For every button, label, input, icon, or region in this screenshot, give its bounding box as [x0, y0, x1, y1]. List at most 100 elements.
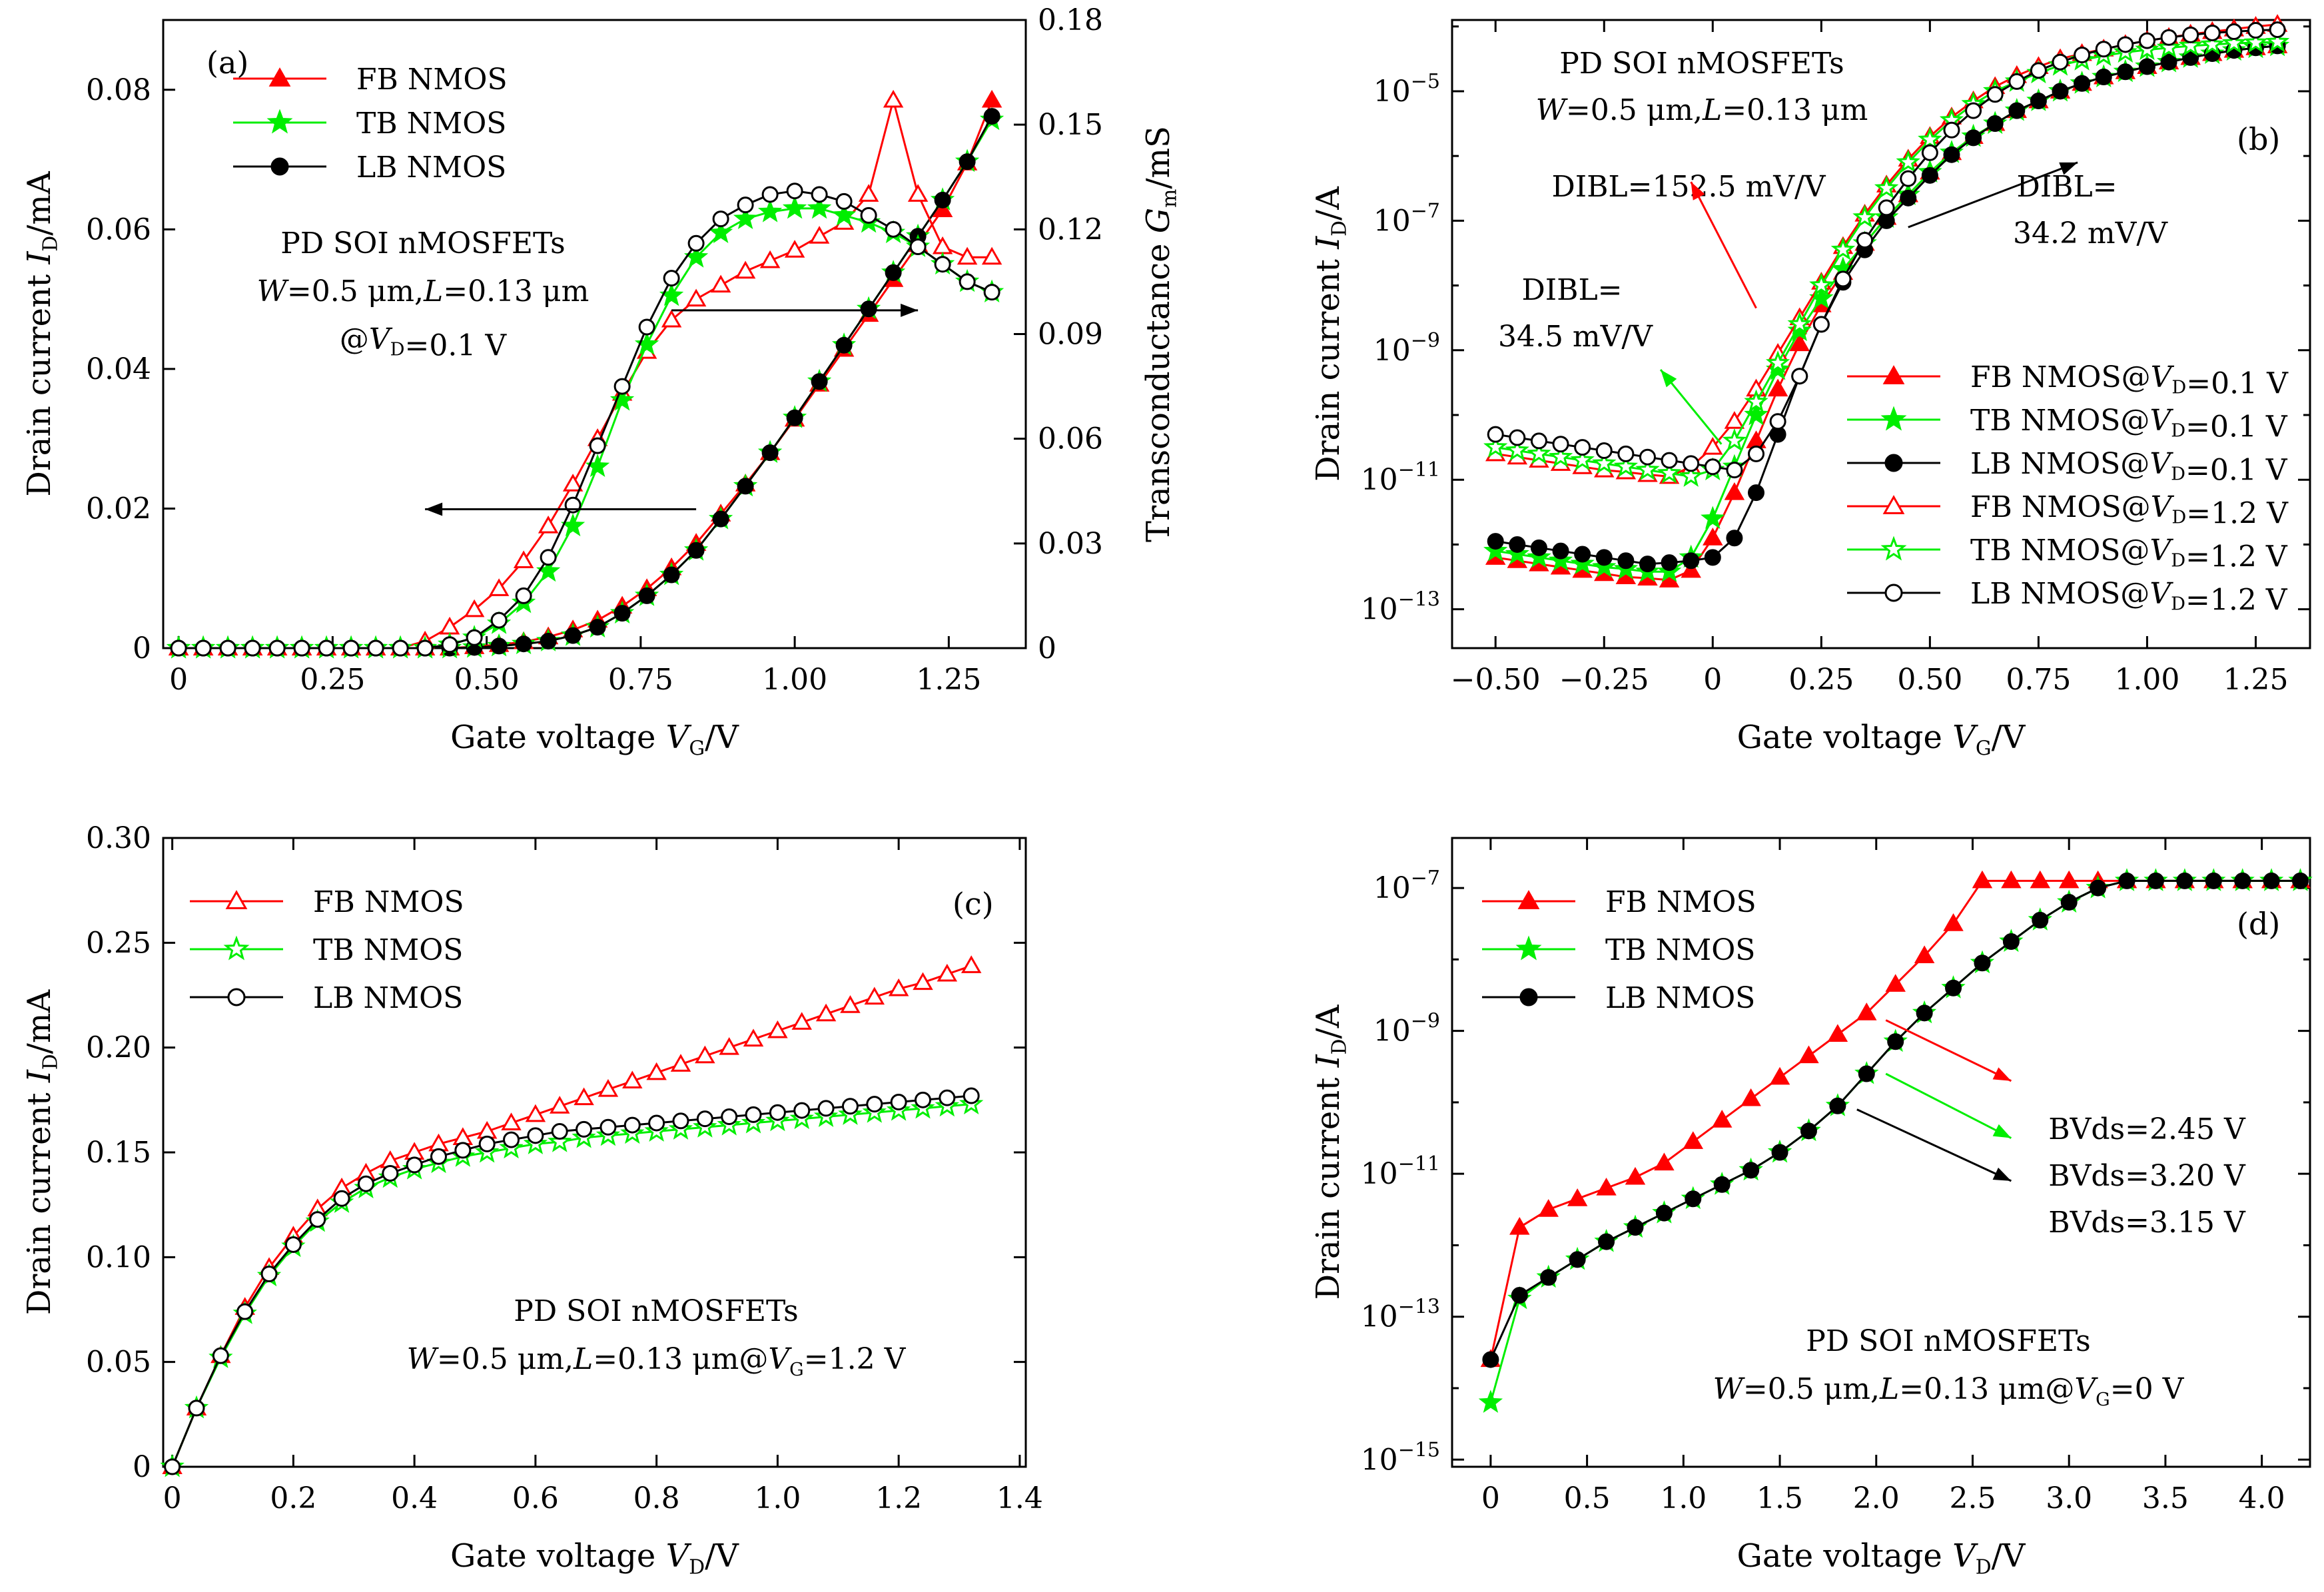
x-tick-label: −0.25 [1559, 663, 1649, 697]
data-point [1916, 1004, 1933, 1022]
data-point [1878, 199, 1895, 216]
data-point [1856, 1002, 1877, 1020]
data-point [1567, 1188, 1588, 1206]
data-point [712, 210, 729, 228]
annotation-text: W=0.5 μm,L=0.13 μm@VG=1.2 V [407, 1342, 907, 1380]
y-tick-label: 10−13 [1361, 588, 1440, 627]
data-point [761, 444, 779, 462]
arrow-fb [1690, 181, 1757, 309]
annotation-text: BVds=3.20 V [2048, 1159, 2246, 1193]
data-point [2263, 872, 2280, 889]
data-point [2008, 73, 2026, 90]
y-tick-label: 10−9 [1373, 1010, 1440, 1048]
annotation-text: DIBL=152.5 mV/V [1551, 170, 1826, 204]
y-tick-label: 0.08 [86, 73, 151, 107]
legend-marker [1515, 935, 1542, 961]
data-point [807, 195, 832, 219]
x-tick-label: 0.75 [608, 663, 673, 697]
data-point [1703, 436, 1723, 455]
data-point [2008, 102, 2026, 119]
legend-marker [1882, 365, 1905, 384]
data-point [1896, 149, 1920, 173]
data-point [883, 89, 904, 108]
data-point [589, 619, 606, 636]
data-point [670, 1054, 691, 1072]
legend-label: TB NMOS@VD=1.2 V [1970, 534, 2288, 574]
data-point [1478, 1390, 1503, 1413]
y2-axis-label: Transconductance Gm/mS [1140, 126, 1182, 542]
data-point [743, 1028, 764, 1047]
data-point [1552, 542, 1569, 560]
annotation-text: PD SOI nMOSFETs [514, 1294, 798, 1328]
data-point [745, 1106, 762, 1123]
data-point [890, 1093, 907, 1110]
data-point [759, 250, 781, 268]
data-point [260, 1266, 278, 1283]
data-point [1595, 442, 1613, 459]
data-point [548, 1129, 572, 1152]
data-point [2030, 62, 2047, 79]
data-point [1748, 484, 1765, 502]
data-point [757, 199, 783, 222]
data-point [1744, 389, 1768, 413]
y-tick-label: 10−5 [1373, 70, 1440, 109]
data-point [550, 1096, 570, 1114]
data-point [2243, 29, 2268, 53]
data-point [2269, 21, 2286, 39]
data-point [515, 635, 532, 653]
data-point [663, 270, 680, 287]
data-point [1538, 1199, 1559, 1217]
data-point [784, 240, 805, 258]
data-point [333, 1190, 350, 1207]
data-point [1627, 1219, 1644, 1236]
legend-label: LB NMOS@VD=0.1 V [1970, 447, 2288, 488]
x-tick-label: 2.5 [1949, 1481, 1996, 1515]
legend-label: FB NMOS@VD=1.2 V [1970, 490, 2289, 531]
y-axis-label: Drain current ID/A [1310, 1004, 1352, 1300]
data-point [1943, 146, 1960, 163]
x-tick-label: 1.0 [1660, 1481, 1707, 1515]
data-point [406, 1156, 423, 1174]
data-point [318, 639, 335, 657]
data-point [1683, 455, 1700, 472]
data-point [2160, 29, 2177, 46]
data-point [441, 636, 458, 653]
data-point [2117, 63, 2134, 81]
data-point [634, 332, 659, 355]
data-point [2265, 29, 2290, 53]
data-point [170, 639, 187, 657]
annotation-text: PD SOI nMOSFETs [1806, 1324, 2090, 1358]
plot-frame [1451, 19, 2311, 649]
data-point [466, 629, 483, 646]
data-point [737, 197, 754, 214]
data-point [613, 378, 631, 395]
data-point [710, 274, 731, 293]
data-point [791, 1012, 812, 1030]
data-point [961, 955, 982, 973]
chart-panel-a: 0 0.25 0.50 0.75 1.00 1.25 0 0.02 0.04 0.06 0.08 0 0… [21, 3, 1182, 761]
data-point [687, 234, 705, 252]
arrow-lb-head [2059, 162, 2078, 175]
y-tick-label: 0.30 [86, 821, 151, 855]
data-point [915, 1091, 932, 1108]
data-point [2052, 83, 2069, 100]
data-point [1827, 1024, 1848, 1042]
data-point [1765, 350, 1790, 374]
data-point [638, 318, 655, 336]
data-point [1704, 458, 1721, 476]
data-point [488, 578, 510, 596]
data-point [648, 1114, 665, 1132]
data-point [1639, 556, 1656, 573]
data-point [909, 238, 927, 256]
data-point [737, 478, 754, 495]
data-point [416, 639, 434, 657]
x-tick-label: 1.25 [916, 663, 981, 697]
data-point [1724, 411, 1745, 429]
data-point [439, 616, 460, 635]
data-point [866, 1096, 883, 1113]
data-point [860, 300, 877, 318]
data-point [1724, 482, 1745, 500]
y-tick-label: 0.05 [86, 1346, 151, 1380]
y-axis-label: Drain current ID/mA [21, 989, 63, 1316]
